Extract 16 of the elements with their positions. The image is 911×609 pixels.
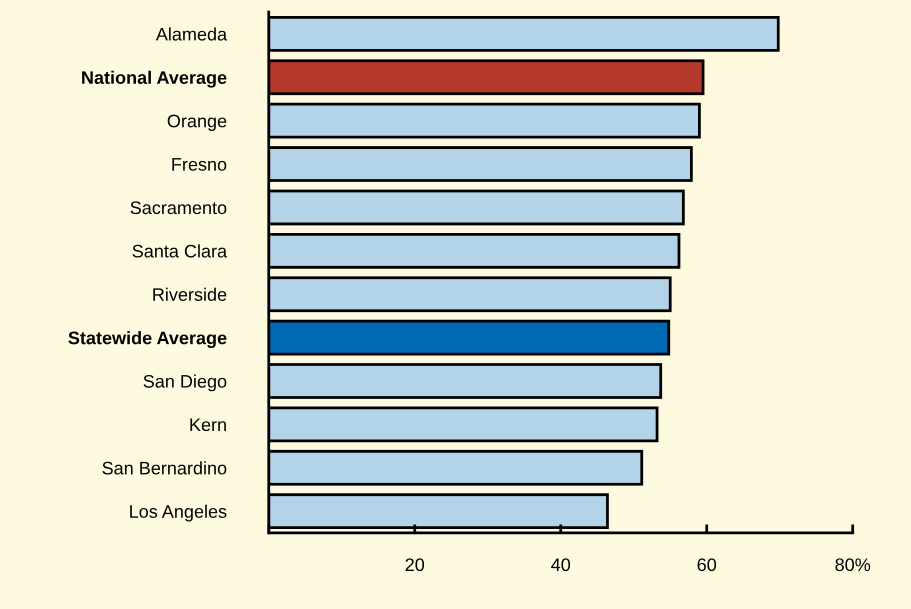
y-tick-label: San Bernardino (102, 461, 226, 475)
y-tick-label: Los Angeles (130, 504, 226, 522)
y-tick-label: Fresno (172, 158, 226, 171)
y-tick-label: Alameda (156, 27, 228, 41)
y-tick-label: Kern (190, 418, 226, 432)
y-tick-label: Orange (168, 114, 226, 131)
x-tick-label: 80% (835, 558, 870, 572)
y-tick-label: Santa Clara (132, 244, 228, 258)
y-tick-label: San Diego (144, 374, 226, 392)
y-tick-label: Sacramento (130, 201, 226, 214)
y-tick-label: Statewide Average (68, 331, 226, 348)
x-tick-label: 40 (551, 558, 570, 572)
x-tick-label: 60 (698, 558, 716, 572)
y-tick-label: National Average (82, 70, 226, 88)
x-tick-label: 20 (406, 558, 424, 572)
y-tick-label: Riverside (153, 288, 226, 301)
